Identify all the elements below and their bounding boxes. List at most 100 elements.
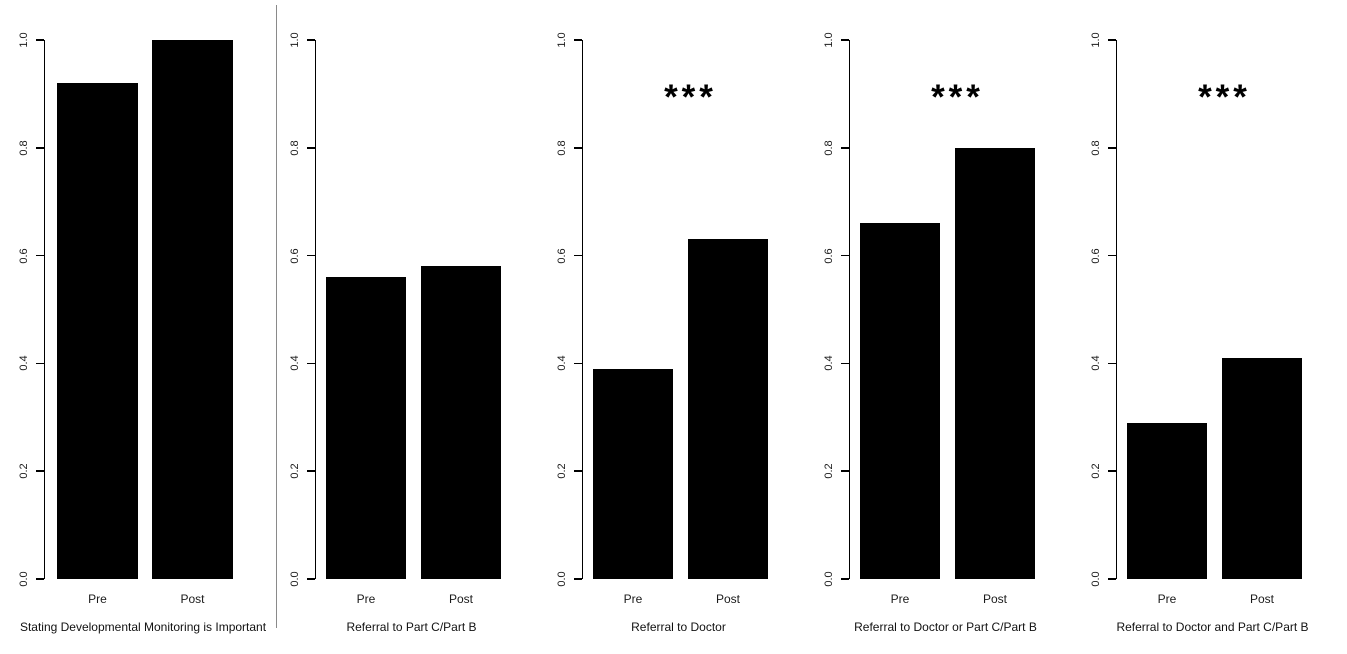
category-label-pre: Pre xyxy=(356,592,376,606)
bar-pre xyxy=(1127,422,1207,579)
bar-post xyxy=(421,266,501,579)
chart-title: Referral to Doctor and Part C/Part B xyxy=(1116,620,1309,634)
y-axis-tick xyxy=(574,470,582,472)
y-axis-tick-label: 0.4 xyxy=(18,355,30,372)
bar-pre xyxy=(593,368,673,579)
y-axis-tick-label: 0.0 xyxy=(289,571,301,587)
category-label-post: Post xyxy=(180,592,205,606)
chart-title: Referral to Doctor or Part C/Part B xyxy=(854,620,1037,634)
y-axis-tick xyxy=(36,362,44,365)
y-axis-tick xyxy=(1108,470,1116,472)
y-axis-tick xyxy=(574,147,582,149)
y-axis-tick-label: 0.0 xyxy=(18,571,30,587)
y-axis-tick xyxy=(36,578,44,580)
y-axis-tick xyxy=(574,39,582,41)
y-axis-tick xyxy=(841,578,849,580)
chart-title: Referral to Part C/Part B xyxy=(346,620,477,634)
y-axis-tick xyxy=(841,362,849,365)
y-axis-tick-label: 1.0 xyxy=(823,32,835,48)
y-axis-line xyxy=(314,40,316,579)
category-label-pre: Pre xyxy=(1157,592,1177,606)
y-axis-tick-label: 0.2 xyxy=(18,463,30,479)
y-axis-tick-label: 0.6 xyxy=(1090,247,1102,264)
y-axis-tick xyxy=(307,470,315,472)
y-axis-tick xyxy=(36,470,44,472)
y-axis-tick xyxy=(307,362,315,365)
y-axis-line xyxy=(581,40,583,579)
y-axis-tick xyxy=(841,470,849,472)
category-label-post: Post xyxy=(715,592,740,606)
y-axis-tick-label: 0.2 xyxy=(556,463,568,479)
bar-pre xyxy=(326,277,406,579)
significance-marker: *** xyxy=(664,78,717,117)
y-axis-tick-label: 0.0 xyxy=(823,571,835,587)
y-axis-tick-label: 0.8 xyxy=(18,140,30,156)
significance-marker: *** xyxy=(1198,78,1251,117)
chart-title: Referral to Doctor xyxy=(631,620,726,634)
y-axis-tick-label: 1.0 xyxy=(1090,32,1102,48)
y-axis-tick xyxy=(1108,578,1116,580)
y-axis-tick-label: 0.6 xyxy=(18,247,30,264)
bar-post xyxy=(1222,358,1302,579)
barplot-panel-5: 0.0 0.2 0.4 0.6 0.8 1.0 Pre Post *** Referral to … xyxy=(1079,0,1347,654)
barplot-panel-3: 0.0 0.2 0.4 0.6 0.8 1.0 Pre Post *** Referral to … xyxy=(545,0,812,654)
y-axis-tick xyxy=(1108,39,1116,41)
bar-post xyxy=(688,239,768,579)
y-axis-tick-label: 0.2 xyxy=(823,463,835,479)
significance-marker: *** xyxy=(931,78,984,117)
y-axis-tick-label: 1.0 xyxy=(289,32,301,48)
y-axis-tick xyxy=(36,39,44,41)
bar-post xyxy=(152,40,233,579)
y-axis-tick-label: 0.2 xyxy=(1090,463,1102,479)
y-axis-tick xyxy=(841,254,849,257)
category-label-pre: Pre xyxy=(623,592,643,606)
category-label-pre: Pre xyxy=(890,592,910,606)
y-axis-tick xyxy=(36,254,44,257)
bar-post xyxy=(955,147,1035,579)
y-axis-line xyxy=(43,40,45,579)
category-label-post: Post xyxy=(1249,592,1274,606)
category-label-pre: Pre xyxy=(88,592,107,606)
bar-pre xyxy=(57,83,138,579)
y-axis-tick xyxy=(1108,362,1116,365)
y-axis-tick-label: 0.4 xyxy=(289,355,301,372)
y-axis-tick xyxy=(574,362,582,365)
category-label-post: Post xyxy=(982,592,1007,606)
y-axis-tick xyxy=(1108,254,1116,257)
y-axis-tick-label: 0.6 xyxy=(289,247,301,264)
y-axis-tick xyxy=(36,147,44,149)
y-axis-tick xyxy=(841,39,849,41)
y-axis-tick-label: 0.2 xyxy=(289,463,301,479)
category-label-post: Post xyxy=(448,592,473,606)
y-axis-tick-label: 0.8 xyxy=(823,140,835,156)
y-axis-tick-label: 0.4 xyxy=(823,355,835,372)
y-axis-tick xyxy=(574,254,582,257)
y-axis-tick-label: 1.0 xyxy=(556,32,568,48)
y-axis-tick-label: 1.0 xyxy=(18,32,30,48)
chart-title: Stating Developmental Monitoring is Impo… xyxy=(19,620,267,634)
y-axis-line xyxy=(1115,40,1117,579)
panel-separator-line xyxy=(276,5,277,628)
barplot-panel-1: 0.0 0.2 0.4 0.6 0.8 1.0 Pre Post Stating Develop… xyxy=(0,0,278,654)
y-axis-tick-label: 0.6 xyxy=(823,247,835,264)
y-axis-tick xyxy=(307,254,315,257)
y-axis-tick-label: 0.6 xyxy=(556,247,568,264)
y-axis-tick-label: 0.0 xyxy=(556,571,568,587)
y-axis-tick xyxy=(307,578,315,580)
y-axis-tick xyxy=(574,578,582,580)
y-axis-line xyxy=(848,40,850,579)
y-axis-tick-label: 0.8 xyxy=(289,140,301,156)
y-axis-tick-label: 0.8 xyxy=(556,140,568,156)
barplot-panel-4: 0.0 0.2 0.4 0.6 0.8 1.0 Pre Post *** Referral to … xyxy=(812,0,1079,654)
y-axis-tick xyxy=(841,147,849,149)
y-axis-tick xyxy=(307,147,315,149)
barplot-panel-2: 0.0 0.2 0.4 0.6 0.8 1.0 Pre Post Referral to Par… xyxy=(278,0,545,654)
y-axis-tick-label: 0.0 xyxy=(1090,571,1102,587)
y-axis-tick xyxy=(1108,147,1116,149)
bar-pre xyxy=(860,223,940,579)
y-axis-tick-label: 0.4 xyxy=(556,355,568,372)
y-axis-tick-label: 0.8 xyxy=(1090,140,1102,156)
y-axis-tick-label: 0.4 xyxy=(1090,355,1102,372)
y-axis-tick xyxy=(307,39,315,41)
